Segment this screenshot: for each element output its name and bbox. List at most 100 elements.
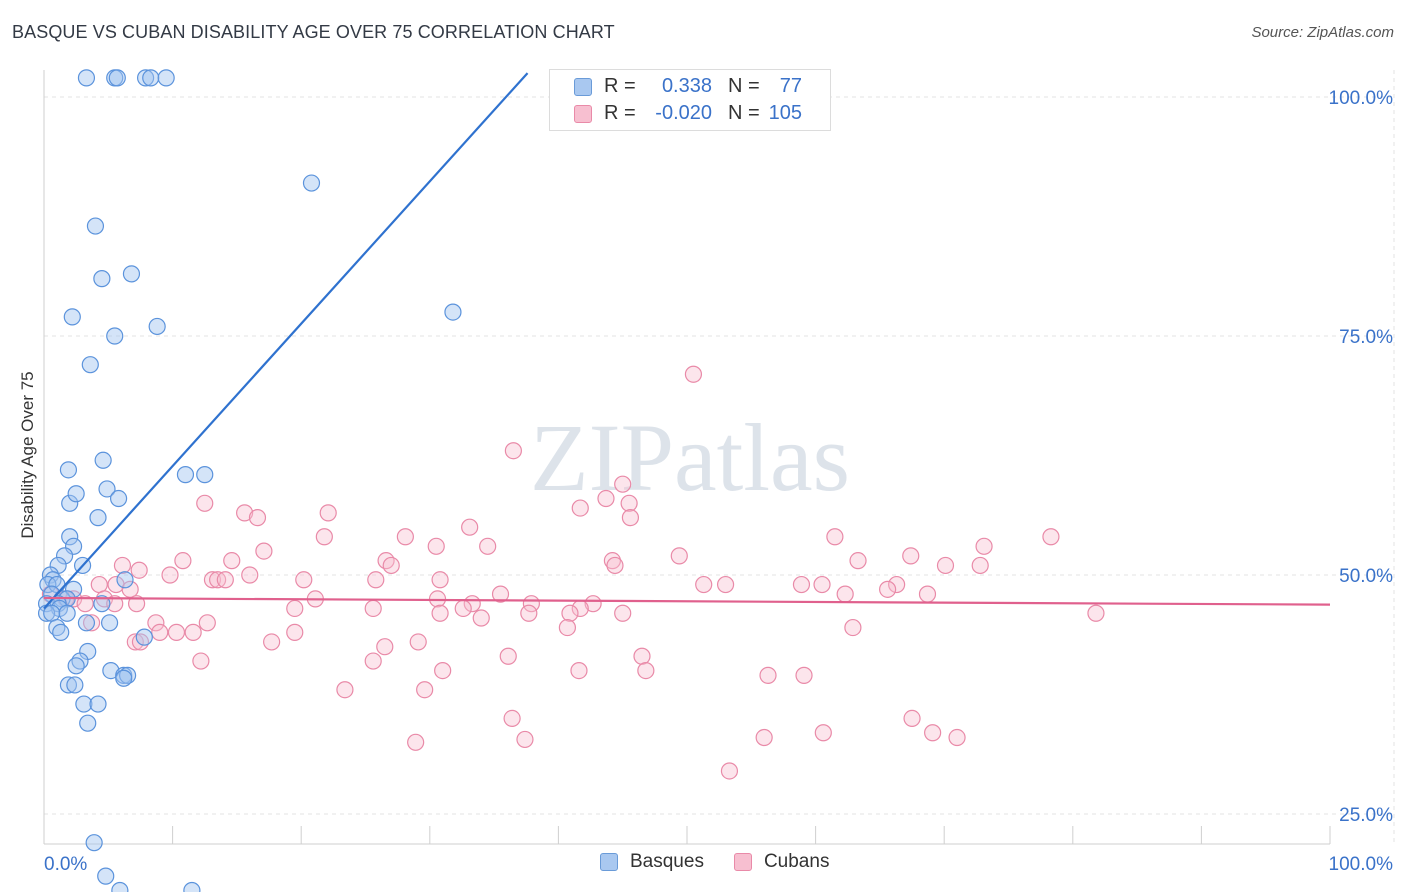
basques-point	[135, 628, 153, 646]
legend-row-basques: R = 0.338 N = 77	[550, 73, 802, 100]
cubans-point	[759, 666, 777, 684]
cubans-point	[826, 528, 844, 546]
cubans-point	[364, 599, 382, 618]
basques-point	[98, 480, 116, 498]
cubans-point	[377, 552, 395, 570]
basques-point	[102, 661, 120, 680]
basques-points	[37, 69, 462, 892]
cubans-point	[236, 504, 254, 522]
basques-point	[136, 69, 155, 87]
cubans-point	[434, 661, 452, 680]
cubans-point	[716, 575, 735, 594]
basques-point	[109, 489, 128, 508]
cubans-point	[571, 499, 589, 517]
cubans-point	[184, 623, 202, 641]
cubans-point	[319, 504, 337, 522]
basques-point	[100, 614, 119, 632]
cubans-point	[106, 595, 124, 613]
cubans-point	[427, 537, 445, 555]
cubans-legend-label: Cubans	[763, 851, 830, 872]
basques-point	[66, 676, 84, 694]
cubans-point	[1087, 604, 1105, 622]
x-tick-label: 0.0%	[44, 854, 87, 875]
cubans-point	[755, 728, 773, 747]
cubans-point	[295, 571, 313, 589]
cubans-point	[491, 585, 510, 603]
cubans-point	[161, 566, 179, 584]
cubans-point	[561, 604, 579, 622]
basques-point	[59, 676, 78, 694]
cubans-point	[454, 599, 472, 618]
cubans-point	[315, 528, 333, 546]
cubans-point	[479, 537, 497, 555]
cubans-point	[637, 661, 655, 680]
basques-point	[97, 867, 115, 885]
cubans-point	[174, 552, 192, 570]
cubans-point	[558, 618, 577, 637]
cubans-point	[431, 571, 449, 589]
basques-point	[59, 461, 78, 479]
cubans-point	[376, 638, 394, 656]
basques-legend-label: Basques	[630, 851, 704, 872]
basques-point	[196, 466, 214, 484]
basques-point	[157, 69, 175, 87]
r-value: -0.020	[655, 102, 712, 124]
cubans-point	[216, 571, 234, 589]
trend-lines	[43, 72, 1331, 610]
cubans-point	[255, 542, 273, 560]
cubans-point	[621, 509, 640, 527]
basques-point	[93, 270, 111, 288]
basques-point	[115, 669, 133, 687]
cubans-point	[670, 547, 688, 565]
cubans-point	[167, 623, 186, 641]
cubans-point	[90, 575, 108, 594]
basques-point	[86, 217, 105, 235]
basques-point	[142, 69, 160, 87]
cubans-point	[407, 733, 425, 751]
cubans-point	[364, 652, 382, 670]
cubans-point	[367, 571, 385, 589]
basques-point	[79, 714, 97, 732]
cubans-point	[396, 528, 414, 546]
cubans-point	[597, 489, 615, 508]
cubans-point	[918, 585, 937, 603]
cubans-point	[584, 595, 602, 613]
cubans-trend-line	[43, 596, 1331, 606]
cubans-point	[814, 724, 832, 742]
correlation-legend: R = 0.338 N = 77 R = -0.020 N = 105	[549, 69, 831, 131]
cubans-point	[903, 709, 921, 728]
n-value: 105	[768, 102, 802, 124]
basques-point	[93, 595, 111, 613]
n-label: N =	[728, 75, 760, 97]
n-label: N =	[728, 102, 760, 124]
basques-point	[67, 485, 85, 503]
basques-point	[111, 881, 129, 892]
watermark: ZIPatlas	[530, 404, 850, 511]
basques-point	[58, 604, 76, 622]
cubans-point	[836, 585, 854, 603]
axes	[43, 70, 1331, 845]
cubans-point	[633, 647, 651, 665]
cubans-swatch	[574, 104, 592, 123]
basques-point	[444, 303, 462, 321]
cubans-point	[203, 571, 222, 589]
cubans-point	[472, 609, 490, 627]
cubans-point	[263, 633, 281, 651]
y-tick-label: 50.0%	[1339, 566, 1393, 587]
basques-point	[106, 327, 124, 345]
y-tick-label: 100.0%	[1329, 88, 1394, 109]
cubans-point	[844, 618, 862, 637]
basques-point	[183, 881, 201, 892]
basques-point	[55, 547, 74, 565]
basques-point	[61, 494, 79, 512]
chart-title: BASQUE VS CUBAN DISABILITY AGE OVER 75 C…	[12, 22, 615, 42]
cubans-point	[130, 561, 148, 579]
cubans-point	[603, 552, 622, 570]
cubans-point	[248, 509, 267, 527]
cubans-point	[1042, 528, 1060, 546]
cubans-point	[499, 647, 517, 665]
cubans-point	[286, 599, 304, 618]
basques-point	[94, 451, 112, 469]
basques-point	[85, 834, 103, 852]
